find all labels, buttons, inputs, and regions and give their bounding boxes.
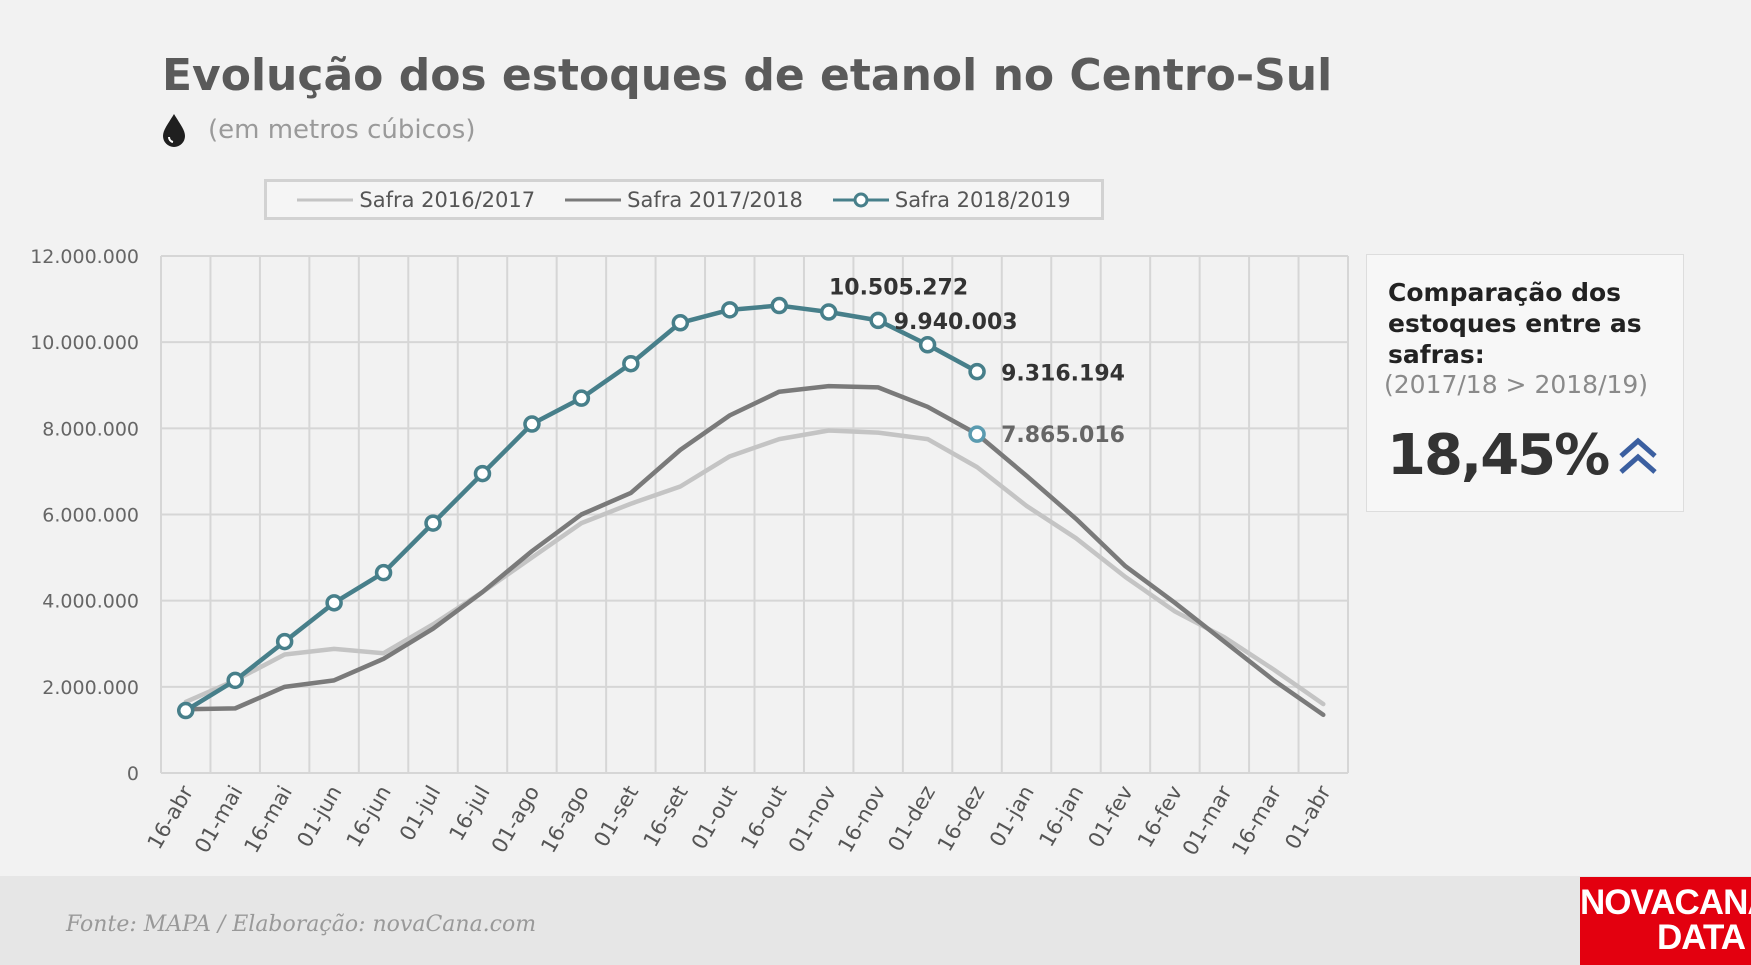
series-point [176,701,195,720]
series-point [869,311,887,330]
chart-title: Evolução dos estoques de etanol no Centr… [162,50,1333,101]
x-tick-label: 01-jul [395,782,445,845]
comparison-value: 18,45% [1387,423,1610,488]
x-tick-label: 01-fev [1083,782,1137,852]
y-tick-label: 6.000.000 [42,505,139,527]
data-label: 9.940.003 [894,310,1018,335]
series-line-0 [183,428,1326,707]
series-point [770,296,788,315]
x-tick-label: 01-set [589,782,643,852]
series-point [275,632,294,651]
y-tick-label: 4.000.000 [42,591,139,613]
y-tick-label: 0 [127,763,139,785]
x-tick-label: 01-dez [883,782,940,856]
legend-line-2016-2017 [297,198,354,201]
x-tick-label: 16-set [639,782,693,852]
logo-line-2: DATA [1656,918,1746,957]
y-tick-label: 10.000.000 [30,332,139,354]
logo-line-1: NOVACANA [1580,883,1751,922]
series-point [325,594,343,612]
legend-item-2018-2019: Safra 2018/2019 [832,187,1071,212]
series-line-1 [183,383,1326,718]
x-tick-label: 16-jul [444,782,494,845]
x-tick-label: 16-fev [1133,782,1187,852]
series-point [968,362,986,381]
legend-item-2016-2017: Safra 2016/2017 [297,188,535,212]
x-tick-label: 16-dez [933,782,990,856]
chart-legend: Safra 2016/2017 Safra 2017/2018 Safra 20… [264,179,1104,220]
series-point [374,563,393,582]
x-tick-label: 16-jun [342,782,396,852]
legend-label: Safra 2018/2019 [894,187,1071,212]
x-tick-label: 01-nov [784,782,841,857]
y-tick-label: 8.000.000 [42,418,139,440]
data-label: 7.865.016 [1001,423,1125,448]
source-text: Fonte: MAPA / Elaboração: novaCana.com [66,912,537,937]
series-point [819,303,838,321]
comparison-value-row: 18,45% [1387,423,1660,488]
footer-bar [0,876,1751,965]
series-point [622,354,640,373]
x-tick-label: 01-abr [1280,781,1336,853]
x-tick-label: 01-jun [292,782,346,852]
novacana-data-logo: NOVACANA DATA [1580,877,1751,965]
comparison-title: Comparação dos estoques entre as safras: [1388,278,1642,369]
y-tick-label: 12.000.000 [30,246,139,268]
series-point [721,301,739,319]
series-point [424,514,442,532]
legend-line-2018-2019 [832,192,889,207]
legend-line-2017-2018 [565,198,622,201]
x-tick-label: 16-mai [239,782,297,858]
x-tick-label: 01-jan [985,782,1039,851]
comparison-subtitle: (2017/18 > 2018/19) [1384,370,1649,399]
subtitle-row: (em metros cúbicos) [160,112,475,148]
legend-label: Safra 2016/2017 [359,187,536,212]
double-chevron-up-icon [1619,437,1657,474]
legend-label: Safra 2017/2018 [627,187,803,212]
data-label: 10.505.272 [829,275,968,300]
data-label: 9.316.194 [1001,362,1125,387]
chart-subtitle: (em metros cúbicos) [208,115,476,145]
x-tick-label: 01-out [687,782,742,854]
legend-item-2017-2018: Safra 2017/2018 [565,188,803,212]
x-tick-label: 16-abr [143,781,199,853]
y-tick-label: 2.000.000 [42,677,139,699]
series-point [473,464,492,483]
x-tick-label: 16-nov [833,782,890,857]
series-point-highlight [968,425,986,443]
series-point [226,671,244,690]
x-tick-label: 16-jan [1034,782,1088,851]
x-tick-label: 16-ago [536,782,593,858]
comparison-box: Comparação dos estoques entre as safras:… [1366,254,1684,512]
drop-icon [163,114,185,147]
series-point [523,415,541,433]
x-tick-label: 16-mar [1227,781,1286,859]
series-point [918,336,937,354]
series-point [572,389,591,407]
x-tick-label: 16-out [736,782,791,854]
series-point [671,314,690,332]
